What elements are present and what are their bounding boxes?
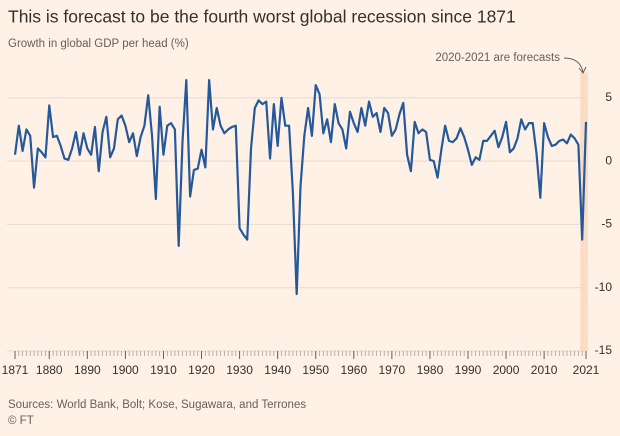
x-tick-label: 1920 <box>188 363 215 377</box>
x-tick-label: 1950 <box>302 363 329 377</box>
x-tick-label: 1910 <box>150 363 177 377</box>
credit: © FT <box>8 415 34 427</box>
x-tick-label: 2000 <box>493 363 520 377</box>
x-tick-label: 1970 <box>379 363 406 377</box>
chart-subtitle: Growth in global GDP per head (%) <box>8 38 189 50</box>
annotation-arrow <box>563 57 584 73</box>
x-tick-label: 1980 <box>417 363 444 377</box>
y-tick-label: 5 <box>605 90 612 104</box>
x-tick-label: 1900 <box>112 363 139 377</box>
y-tick-label: -5 <box>601 217 612 231</box>
chart-title: This is forecast to be the fourth worst … <box>8 7 516 27</box>
x-tick-label: 1871 <box>2 363 29 377</box>
annotation-arrowhead <box>578 66 587 74</box>
x-tick-label: 1880 <box>36 363 63 377</box>
x-tick-label: 1930 <box>226 363 253 377</box>
x-tick-label: 1990 <box>455 363 482 377</box>
x-tick-label: 1960 <box>340 363 367 377</box>
x-tick-label: 1940 <box>264 363 291 377</box>
x-tick-label: 2010 <box>531 363 558 377</box>
y-tick-label: -10 <box>595 280 613 294</box>
y-tick-label: -15 <box>595 343 613 357</box>
data-line <box>13 79 588 296</box>
x-tick-label: 1890 <box>74 363 101 377</box>
source: Sources: World Bank, Bolt; Kose, Sugawar… <box>8 399 306 411</box>
y-tick-label: 0 <box>605 153 612 167</box>
annotation: 2020-2021 are forecasts <box>435 52 560 64</box>
x-tick-label: 2021 <box>573 363 600 377</box>
